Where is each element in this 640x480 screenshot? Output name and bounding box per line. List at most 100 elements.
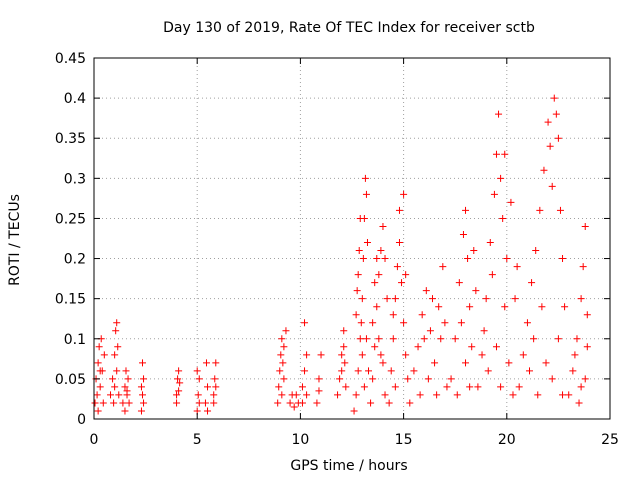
data-point	[453, 391, 461, 399]
data-point	[406, 399, 414, 407]
data-point	[398, 279, 406, 287]
data-point	[565, 391, 573, 399]
data-point	[435, 303, 443, 311]
data-point	[437, 335, 445, 343]
data-point	[352, 391, 360, 399]
data-point	[544, 118, 552, 126]
x-axis-label: GPS time / hours	[290, 458, 407, 474]
data-point	[503, 255, 511, 263]
data-point	[175, 387, 183, 395]
data-point	[583, 343, 591, 351]
data-point	[391, 295, 399, 303]
data-point	[94, 359, 102, 367]
data-point	[298, 383, 306, 391]
data-point	[276, 367, 284, 375]
data-point	[387, 367, 395, 375]
data-point	[313, 399, 321, 407]
y-tick-label: 0.35	[55, 131, 86, 147]
data-point	[383, 295, 391, 303]
data-point	[492, 150, 500, 158]
data-point	[379, 359, 387, 367]
data-point	[173, 399, 181, 407]
data-point	[377, 351, 385, 359]
data-point	[416, 391, 424, 399]
data-point	[554, 134, 562, 142]
data-point	[478, 351, 486, 359]
data-point	[389, 311, 397, 319]
data-point	[121, 407, 129, 415]
data-point	[548, 375, 556, 383]
data-point	[441, 319, 449, 327]
data-point	[113, 319, 121, 327]
data-point	[354, 367, 362, 375]
data-point	[395, 239, 403, 247]
data-point	[393, 263, 401, 271]
data-point	[137, 407, 145, 415]
data-point	[515, 383, 523, 391]
data-point	[422, 287, 430, 295]
data-point	[352, 311, 360, 319]
data-point	[367, 399, 375, 407]
data-point	[474, 383, 482, 391]
data-point	[359, 255, 367, 263]
data-point	[340, 327, 348, 335]
x-tick-label: 25	[601, 432, 619, 448]
data-point	[140, 375, 148, 383]
data-point	[426, 327, 434, 335]
data-point	[317, 351, 325, 359]
data-point	[212, 359, 220, 367]
data-point	[404, 375, 412, 383]
data-point	[175, 367, 183, 375]
data-point	[571, 351, 579, 359]
data-point	[559, 255, 567, 263]
data-point	[540, 166, 548, 174]
chart-title: Day 130 of 2019, Rate Of TEC Index for r…	[163, 20, 535, 36]
data-point	[301, 319, 309, 327]
data-point	[538, 303, 546, 311]
data-point	[402, 351, 410, 359]
data-point	[373, 255, 381, 263]
data-point	[290, 403, 298, 411]
data-point	[110, 399, 118, 407]
data-point	[569, 367, 577, 375]
x-tick-label: 10	[291, 432, 309, 448]
data-point	[210, 391, 218, 399]
data-point	[278, 335, 286, 343]
data-point	[505, 359, 513, 367]
data-point	[315, 387, 323, 395]
data-point	[202, 359, 210, 367]
data-point	[488, 271, 496, 279]
data-point	[195, 375, 203, 383]
data-point	[173, 391, 181, 399]
data-point	[482, 295, 490, 303]
data-point	[381, 391, 389, 399]
data-point	[511, 295, 519, 303]
data-point	[486, 239, 494, 247]
data-point	[389, 335, 397, 343]
y-tick-label: 0.15	[55, 292, 86, 308]
plot-frame	[93, 57, 611, 420]
data-point	[122, 367, 130, 375]
data-point	[472, 287, 480, 295]
data-point	[356, 214, 364, 222]
data-point	[377, 247, 385, 255]
data-point	[363, 239, 371, 247]
data-point	[139, 359, 147, 367]
data-point	[418, 311, 426, 319]
data-point	[462, 359, 470, 367]
data-point	[501, 303, 509, 311]
data-point	[375, 271, 383, 279]
data-point	[99, 399, 107, 407]
data-point	[583, 311, 591, 319]
data-point	[439, 263, 447, 271]
y-axis-label: ROTI / TECUs	[7, 194, 23, 286]
data-point	[277, 351, 285, 359]
x-tick-label: 0	[90, 432, 99, 448]
data-point	[210, 399, 218, 407]
data-point	[495, 110, 503, 118]
data-point	[176, 379, 184, 387]
data-point	[95, 343, 103, 351]
data-point	[275, 383, 283, 391]
data-point	[292, 391, 300, 399]
data-point	[201, 399, 209, 407]
